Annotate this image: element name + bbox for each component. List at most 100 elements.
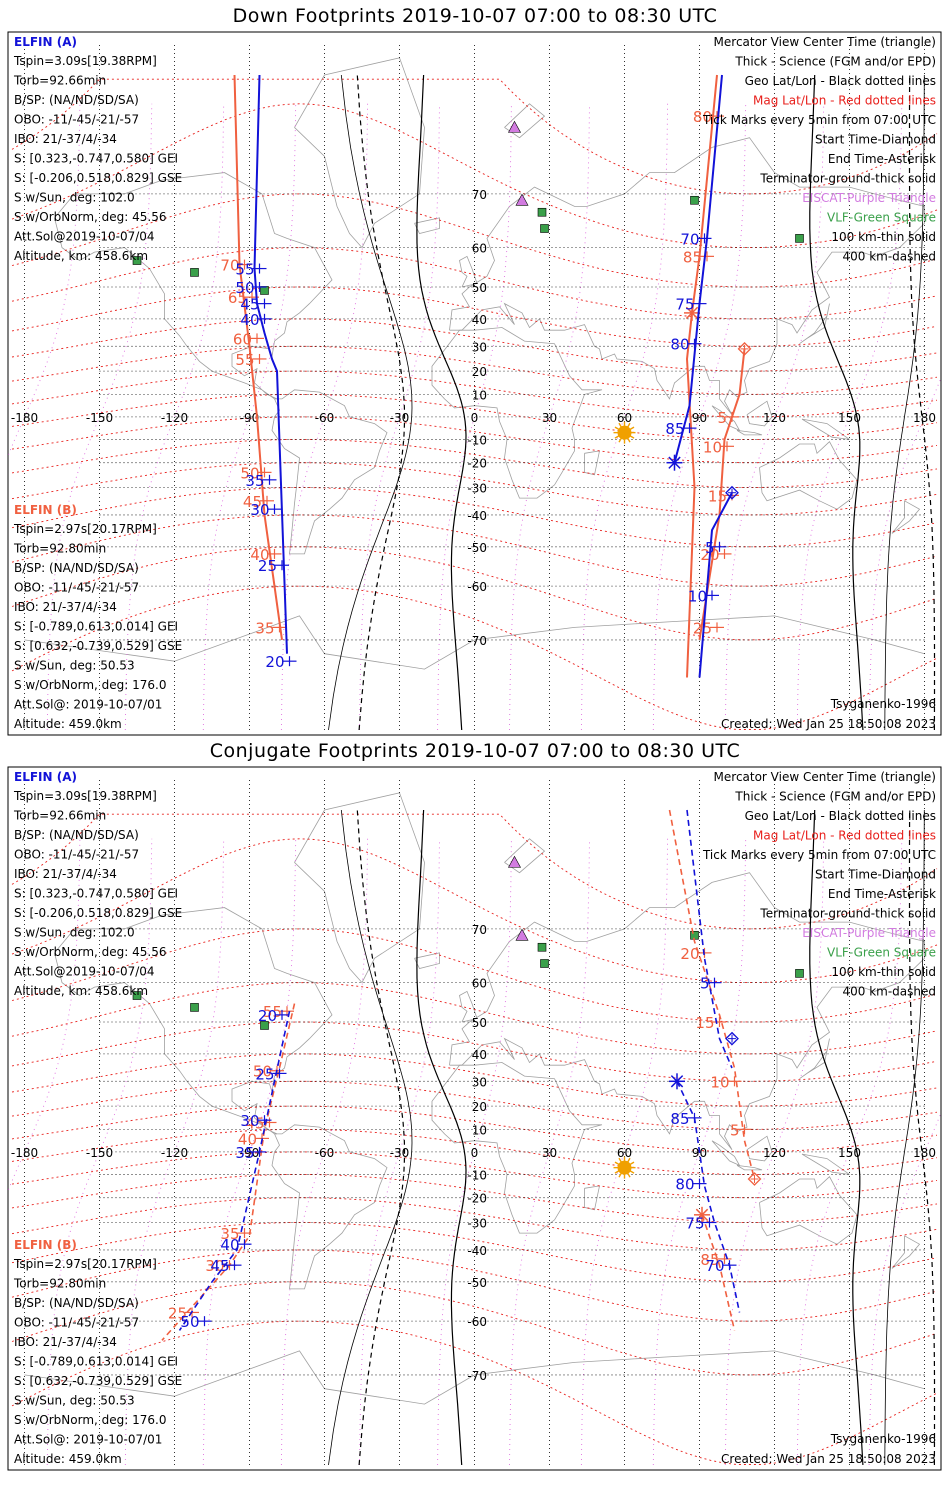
terminator-line	[809, 809, 864, 1466]
elfin-b-track-east-tick-label: 80	[693, 108, 712, 126]
vlf-station-square	[540, 224, 549, 233]
elfin-a-info-line: S w/OrbNorm, deg: 45.56	[14, 945, 166, 959]
lat-tick-label: 30	[472, 340, 487, 354]
elfin-a-track-east2-tick-label: 85	[670, 1110, 689, 1128]
lat-tick-label: -20	[467, 1192, 487, 1206]
lon-tick-label: 90	[692, 411, 707, 425]
mag-lat-line	[11, 438, 938, 488]
legend-entry: VLF-Green Square	[827, 946, 936, 960]
mag-lat-line	[11, 1151, 938, 1199]
mag-lat-line	[11, 193, 938, 288]
elfin-a-track-west-tick-label: 35	[235, 1144, 254, 1162]
terminator-line	[416, 74, 467, 731]
elfin-a-track-east2-tick-label: 80	[675, 1176, 694, 1194]
elfin-b-info-line: Altitude: 459.0km	[14, 717, 122, 731]
vlf-station-square	[537, 942, 547, 952]
lon-tick-label: 150	[838, 411, 861, 425]
lat-tick-label: -20	[467, 457, 487, 471]
legend-entry: Start Time-Diamond	[815, 133, 936, 147]
lat-tick-label: -70	[467, 634, 487, 648]
mag-lat-line	[11, 462, 938, 516]
coastline	[459, 255, 478, 288]
elfin-a-track-east-start-diamond	[725, 1031, 739, 1046]
mag-lat-line	[11, 1320, 938, 1465]
legend-entry: EISCAT-Purple Triangle	[802, 926, 936, 940]
lat-tick-label: -30	[467, 481, 487, 495]
legend-entry: 400 km-dashed	[842, 985, 936, 999]
lat-tick-label: 20	[472, 365, 487, 379]
vlf-station-square	[132, 991, 142, 1000]
elfin-b-track-west-tick-label: 35	[220, 1225, 239, 1243]
elfin-a-track-west-line	[178, 1011, 291, 1331]
elfin-b-track-west-tick-label: 25	[168, 1304, 187, 1322]
lat-tick-label: 60	[472, 977, 487, 991]
coastline	[801, 1153, 850, 1175]
legend-entry: Mercator View Center Time (triangle)	[714, 35, 936, 49]
legend-entry: Thick - Science (FGM and/or EPD)	[734, 55, 936, 69]
elfin-b-track-east2-end-asterisk	[695, 1208, 709, 1222]
vlf-station-square	[795, 969, 804, 978]
elfin-a-info-line: Tspin=3.09s[19.38RPM]	[13, 789, 157, 803]
elfin-b-info-line: B/SP: (NA/ND/SD/SA)	[14, 1296, 139, 1310]
coastline	[759, 441, 858, 510]
elfin-a-track-west-tick-label: 30	[250, 501, 269, 519]
elfin-a-label: ELFIN (A)	[14, 770, 77, 784]
elfin-b-track-east2-line	[701, 1214, 736, 1331]
elfin-b-track-west-tick-label: 65	[228, 289, 247, 307]
conjugate-footprints-map: -180 -150 -120 -90 -60 -30 0 30 60 90 120 150 180706…	[7, 766, 942, 1471]
lat-tick-label: -40	[467, 1244, 487, 1258]
elfin-a-track-west-tick-label: 35	[245, 472, 264, 490]
elfin-b-track-west-tick-label: 70	[220, 257, 239, 275]
legend-entry: VLF-Green Square	[827, 211, 936, 225]
elfin-b-track-east-start-diamond	[747, 1172, 762, 1186]
lon-tick-label: -60	[315, 1146, 335, 1160]
lon-tick-label: 60	[617, 411, 632, 425]
elfin-a-track-east-tick-label: 80	[670, 336, 689, 354]
coastline	[746, 400, 773, 427]
elfin-b-info-line: S: [0.632,-0.739,0.529] GSE	[14, 1374, 182, 1388]
elfin-b-info-line: Altitude: 459.0km	[14, 1452, 122, 1466]
lon-tick-label: 0	[471, 411, 479, 425]
legend-entry: Start Time-Diamond	[815, 868, 936, 882]
coastline	[736, 430, 763, 436]
terminator-400km	[356, 809, 406, 1466]
coastline	[24, 615, 925, 670]
elfin-b-info-line: Att.Sol@: 2019-10-07/01	[14, 1433, 162, 1447]
coastline	[801, 418, 850, 440]
coastline	[414, 952, 440, 969]
elfin-a-track-east-tick-label: 75	[675, 296, 694, 314]
mag-lat-line	[11, 1105, 938, 1153]
elfin-a-track-east-tick-label: 5	[700, 975, 710, 993]
down-panel-title: Down Footprints 2019-10-07 07:00 to 08:3…	[232, 5, 718, 27]
elfin-b-info-line: Torb=92.80min	[13, 1277, 106, 1291]
vlf-station-square	[260, 286, 269, 295]
lat-tick-label: 70	[472, 923, 487, 937]
lon-tick-label: 30	[542, 1146, 557, 1160]
mag-meridian	[796, 838, 903, 1466]
elfin-a-info-line: S w/Sun, deg: 102.0	[14, 926, 135, 940]
elfin-a-info-line: Tspin=3.09s[19.38RPM]	[13, 54, 157, 68]
coastline	[584, 450, 601, 476]
elfin-b-info-line: S w/OrbNorm, deg: 176.0	[14, 1413, 166, 1427]
legend-entry: Geo Lat/Lon - Black dotted lines	[745, 74, 936, 88]
elfin-b-track-east-tick-label: 20	[680, 945, 699, 963]
vlf-station-square	[690, 195, 699, 205]
legend-entry: Terminator-ground-thick solid	[759, 172, 936, 186]
mag-lat-line	[11, 370, 938, 418]
elfin-a-track-west-tick-label: 40	[240, 311, 259, 329]
mag-meridian	[8, 838, 81, 1193]
elfin-b-track-west-tick-label: 55	[263, 1003, 282, 1021]
elfin-a-track-east-tick-label: 70	[680, 230, 699, 248]
lon-tick-label: -120	[161, 1146, 188, 1160]
lat-tick-label: -70	[467, 1369, 487, 1383]
lat-tick-label: -10	[467, 1168, 487, 1182]
elfin-b-info-line: OBO: -11/-45/-21/-57	[14, 1316, 139, 1330]
lon-tick-label: -180	[11, 1146, 38, 1160]
terminator-line	[416, 809, 467, 1466]
elfin-a-track-west-tick-label: 55	[235, 261, 254, 279]
elfin-a-track-west-tick-label: 50	[180, 1313, 199, 1331]
elfin-b-track-east-tick-label: 15	[695, 1014, 714, 1032]
conjugate-panel-title: Conjugate Footprints 2019-10-07 07:00 to…	[209, 740, 741, 762]
elfin-b-track-east-line	[685, 74, 718, 678]
lat-tick-label: -30	[467, 1216, 487, 1230]
